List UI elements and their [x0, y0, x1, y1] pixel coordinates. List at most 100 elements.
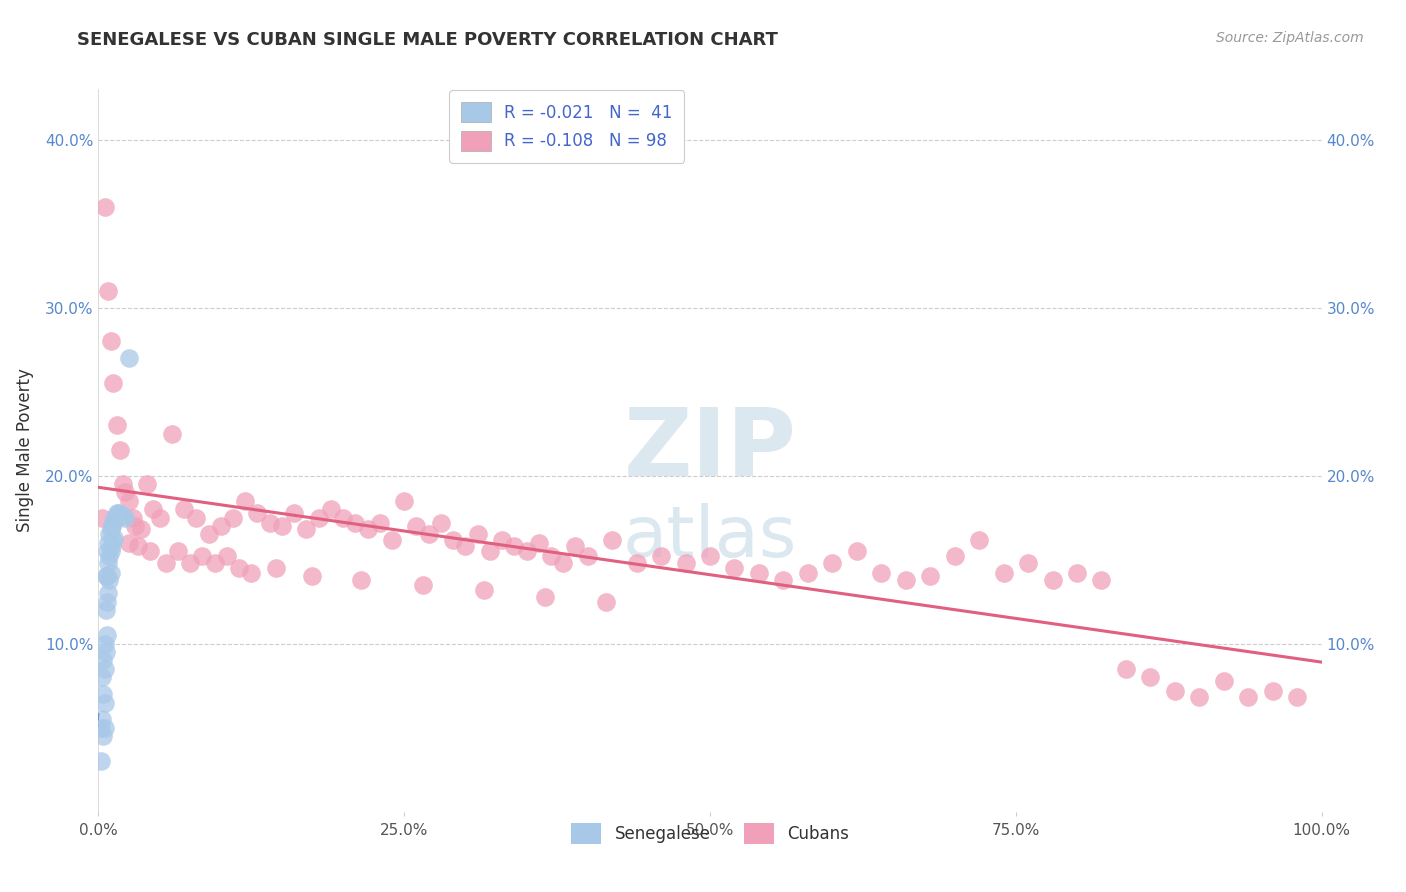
Point	[173, 502, 195, 516]
Point	[121, 510, 143, 524]
Point	[91, 729, 114, 743]
Text: SENEGALESE VS CUBAN SINGLE MALE POVERTY CORRELATION CHART: SENEGALESE VS CUBAN SINGLE MALE POVERTY …	[77, 31, 778, 49]
Point	[270, 519, 294, 533]
Legend: Senegalese, Cubans: Senegalese, Cubans	[564, 817, 856, 850]
Point	[97, 284, 120, 298]
Point	[105, 506, 128, 520]
Point	[100, 544, 122, 558]
Point	[319, 502, 342, 516]
Point	[149, 510, 172, 524]
Point	[197, 527, 219, 541]
Point	[264, 561, 287, 575]
Point	[96, 595, 118, 609]
Point	[94, 645, 117, 659]
Point	[209, 519, 232, 533]
Point	[118, 351, 141, 365]
Point	[94, 569, 117, 583]
Point	[90, 721, 112, 735]
Text: atlas: atlas	[623, 503, 797, 572]
Point	[797, 566, 820, 581]
Point	[1164, 683, 1187, 698]
Point	[564, 539, 586, 553]
Point	[1139, 670, 1161, 684]
Point	[215, 549, 238, 564]
Point	[97, 536, 120, 550]
Point	[101, 533, 124, 547]
Point	[93, 696, 115, 710]
Point	[534, 590, 557, 604]
Point	[515, 544, 537, 558]
Point	[97, 586, 120, 600]
Point	[101, 516, 124, 530]
Point	[111, 508, 134, 523]
Point	[626, 556, 648, 570]
Point	[870, 566, 893, 581]
Point	[576, 549, 599, 564]
Point	[1237, 690, 1260, 705]
Point	[228, 561, 250, 575]
Point	[699, 549, 721, 564]
Point	[111, 477, 134, 491]
Point	[93, 200, 115, 214]
Point	[600, 533, 623, 547]
Point	[110, 508, 132, 522]
Point	[748, 566, 770, 581]
Point	[204, 556, 226, 570]
Point	[142, 502, 165, 516]
Point	[295, 523, 318, 537]
Point	[139, 544, 162, 558]
Point	[772, 573, 794, 587]
Point	[107, 506, 129, 520]
Point	[845, 544, 868, 558]
Point	[127, 539, 149, 553]
Point	[540, 549, 562, 564]
Point	[1090, 573, 1112, 587]
Point	[103, 510, 125, 524]
Point	[259, 516, 281, 530]
Point	[472, 582, 495, 597]
Point	[124, 519, 146, 533]
Point	[650, 549, 672, 564]
Text: ZIP: ZIP	[624, 404, 796, 497]
Point	[129, 523, 152, 537]
Point	[105, 418, 128, 433]
Point	[97, 556, 120, 570]
Point	[100, 523, 122, 537]
Point	[943, 549, 966, 564]
Point	[301, 569, 323, 583]
Point	[240, 566, 263, 581]
Point	[1017, 556, 1039, 570]
Point	[90, 754, 112, 768]
Point	[114, 485, 136, 500]
Point	[418, 527, 440, 541]
Point	[104, 510, 127, 524]
Point	[993, 566, 1015, 581]
Point	[356, 523, 378, 537]
Point	[100, 566, 122, 581]
Point	[96, 628, 118, 642]
Point	[91, 687, 114, 701]
Point	[967, 533, 990, 547]
Point	[821, 556, 844, 570]
Point	[160, 426, 183, 441]
Point	[1261, 683, 1284, 698]
Point	[283, 506, 305, 520]
Point	[96, 569, 118, 583]
Point	[93, 662, 115, 676]
Point	[91, 510, 114, 524]
Point	[114, 510, 136, 524]
Point	[96, 544, 118, 558]
Point	[98, 527, 121, 541]
Point	[93, 721, 115, 735]
Point	[110, 443, 132, 458]
Point	[1286, 690, 1309, 705]
Point	[368, 516, 391, 530]
Point	[467, 527, 489, 541]
Point	[91, 712, 114, 726]
Point	[308, 510, 330, 524]
Point	[246, 506, 269, 520]
Point	[136, 477, 159, 491]
Point	[920, 569, 942, 583]
Point	[527, 536, 550, 550]
Point	[344, 516, 367, 530]
